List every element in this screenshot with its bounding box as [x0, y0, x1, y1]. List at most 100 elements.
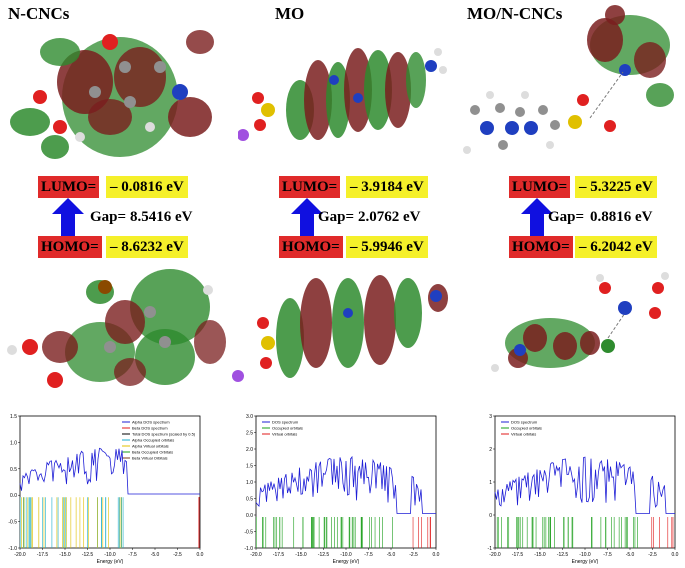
- legend-entry: Occupied orbitals: [272, 426, 303, 431]
- legend-entry: Alpha Occupied orbitals: [132, 438, 174, 443]
- dos-spectrum-line: [19, 447, 200, 495]
- dos-plot-mo-ncncs: -20.0 -17.5 -15.0 -12.5 -10.0 -7.5 -5.0 -2.5 0.0…: [488, 414, 679, 565]
- x-axis-label: Energy (eV): [572, 559, 599, 565]
- x-tick-label: -2.5: [409, 552, 418, 558]
- plot-frame: [19, 415, 201, 549]
- x-tick-label: 0.0: [433, 552, 440, 558]
- x-tick-label: -5.0: [387, 552, 396, 558]
- lumo-orbital-mo: [238, 48, 447, 141]
- y-tick-label: 3: [489, 414, 492, 420]
- dos-plot-mo: -20.0 -17.5 -15.0 -12.5 -10.0 -7.5 -5.0 -2.5 0.0…: [244, 414, 440, 565]
- plot-frame: [255, 415, 437, 549]
- homo-label: HOMO=: [509, 236, 573, 258]
- x-tick-label: -2.5: [648, 552, 657, 558]
- lumo-value: – 3.9184 eV: [346, 176, 428, 198]
- x-tick-label: -7.5: [364, 552, 373, 558]
- y-tick-label: 0: [489, 513, 492, 519]
- y-tick-label: 0.0: [246, 513, 253, 519]
- y-tick-label: 2.5: [246, 431, 253, 437]
- y-tick-label: 0.5: [246, 497, 253, 503]
- y-tick-label: -1: [488, 546, 493, 552]
- dos-spectrum-line: [255, 455, 436, 514]
- panel-title-mo-ncncs: MO/N-CNCs: [467, 4, 563, 23]
- y-tick-label: 1.5: [10, 414, 17, 420]
- gap-label: Gap=: [318, 209, 355, 225]
- x-tick-label: -20.0: [14, 552, 26, 558]
- lumo-label: LUMO=: [38, 176, 100, 198]
- x-tick-label: -10.0: [104, 552, 116, 558]
- y-tick-label: 0.0: [10, 493, 17, 499]
- gap-value: 2.0762 eV: [358, 209, 421, 225]
- dos-plot-ncncs: -20.0 -17.5 -15.0 -12.5 -10.0 -7.5 -5.0 -2.5 0.0…: [8, 414, 204, 565]
- y-tick-label: 2: [489, 447, 492, 453]
- x-tick-label: -7.5: [128, 552, 137, 558]
- x-tick-label: -10.0: [340, 552, 352, 558]
- legend-entry: Occupied orbitals: [511, 426, 542, 431]
- x-tick-label: -15.0: [534, 552, 546, 558]
- gap-arrow-icon: [521, 198, 553, 238]
- legend-entry: Virtual orbitals: [272, 432, 297, 437]
- x-tick-label: -20.0: [250, 552, 262, 558]
- x-tick-label: -15.0: [59, 552, 71, 558]
- legend-entry: Alpha DOS spectrum: [132, 420, 170, 425]
- y-tick-label: 1: [489, 480, 492, 486]
- lumo-value: – 5.3225 eV: [575, 176, 657, 198]
- x-tick-label: -17.5: [512, 552, 524, 558]
- x-tick-label: 0.0: [197, 552, 204, 558]
- x-tick-label: -20.0: [489, 552, 501, 558]
- legend-entry: Virtual orbitals: [511, 432, 536, 437]
- legend-entry: Beta DOS spectrum: [132, 426, 168, 431]
- x-tick-label: -12.5: [557, 552, 569, 558]
- x-tick-label: -5.0: [151, 552, 160, 558]
- homo-orbital-ncncs: [7, 269, 226, 388]
- plot-frame: [494, 415, 676, 549]
- y-tick-label: 2.0: [246, 447, 253, 453]
- x-tick-label: -12.5: [82, 552, 94, 558]
- homo-orbital-mo: [232, 275, 448, 382]
- x-tick-label: -2.5: [173, 552, 182, 558]
- gap-arrow-icon: [52, 198, 84, 238]
- homo-value: – 8.6232 eV: [106, 236, 188, 258]
- x-tick-label: -17.5: [273, 552, 285, 558]
- gap-value: 8.5416 eV: [130, 209, 193, 225]
- x-axis-label: Energy (eV): [333, 559, 360, 565]
- y-tick-label: 1.5: [246, 464, 253, 470]
- homo-value: – 5.9946 eV: [346, 236, 428, 258]
- x-tick-label: -5.0: [626, 552, 635, 558]
- x-tick-label: -17.5: [37, 552, 49, 558]
- lumo-value: – 0.0816 eV: [106, 176, 188, 198]
- x-tick-label: 0.0: [672, 552, 679, 558]
- legend-entry: DOS spectrum: [511, 420, 538, 425]
- lumo-orbital-mo-ncncs: [463, 5, 674, 154]
- y-tick-label: 3.0: [246, 414, 253, 420]
- y-tick-label: 0.5: [10, 467, 17, 473]
- lumo-orbital-ncncs: [10, 30, 214, 159]
- homo-orbital-mo-ncncs: [491, 272, 669, 372]
- y-tick-label: -0.5: [8, 520, 17, 526]
- dos-spectrum-line: [494, 456, 675, 514]
- gap-label: Gap=: [90, 209, 127, 225]
- y-tick-label: 1.0: [10, 440, 17, 446]
- legend-entry: DOS spectrum: [272, 420, 299, 425]
- y-tick-label: -1.0: [8, 546, 17, 552]
- legend-entry: Beta Virtual Orbitals: [132, 456, 168, 461]
- lumo-label: LUMO=: [279, 176, 341, 198]
- x-tick-label: -15.0: [295, 552, 307, 558]
- x-tick-label: -7.5: [603, 552, 612, 558]
- panel-title-ncncs: N-CNCs: [8, 4, 70, 23]
- lumo-label: LUMO=: [509, 176, 571, 198]
- x-tick-label: -12.5: [318, 552, 330, 558]
- y-tick-label: -1.0: [244, 546, 253, 552]
- homo-label: HOMO=: [38, 236, 102, 258]
- gap-label: Gap=: [548, 209, 585, 225]
- legend-entry: Alpha Virtual orbitals: [132, 444, 169, 449]
- homo-label: HOMO=: [279, 236, 343, 258]
- panel-title-mo: MO: [275, 4, 305, 23]
- gap-value: 0.8816 eV: [590, 209, 653, 225]
- y-tick-label: 1.0: [246, 480, 253, 486]
- legend-entry: Total DOS spectrum (scaled by 0.5): [132, 432, 196, 437]
- x-tick-label: -10.0: [579, 552, 591, 558]
- homo-value: – 6.2042 eV: [575, 236, 657, 258]
- gap-arrow-icon: [291, 198, 323, 238]
- x-axis-label: Energy (eV): [97, 559, 124, 565]
